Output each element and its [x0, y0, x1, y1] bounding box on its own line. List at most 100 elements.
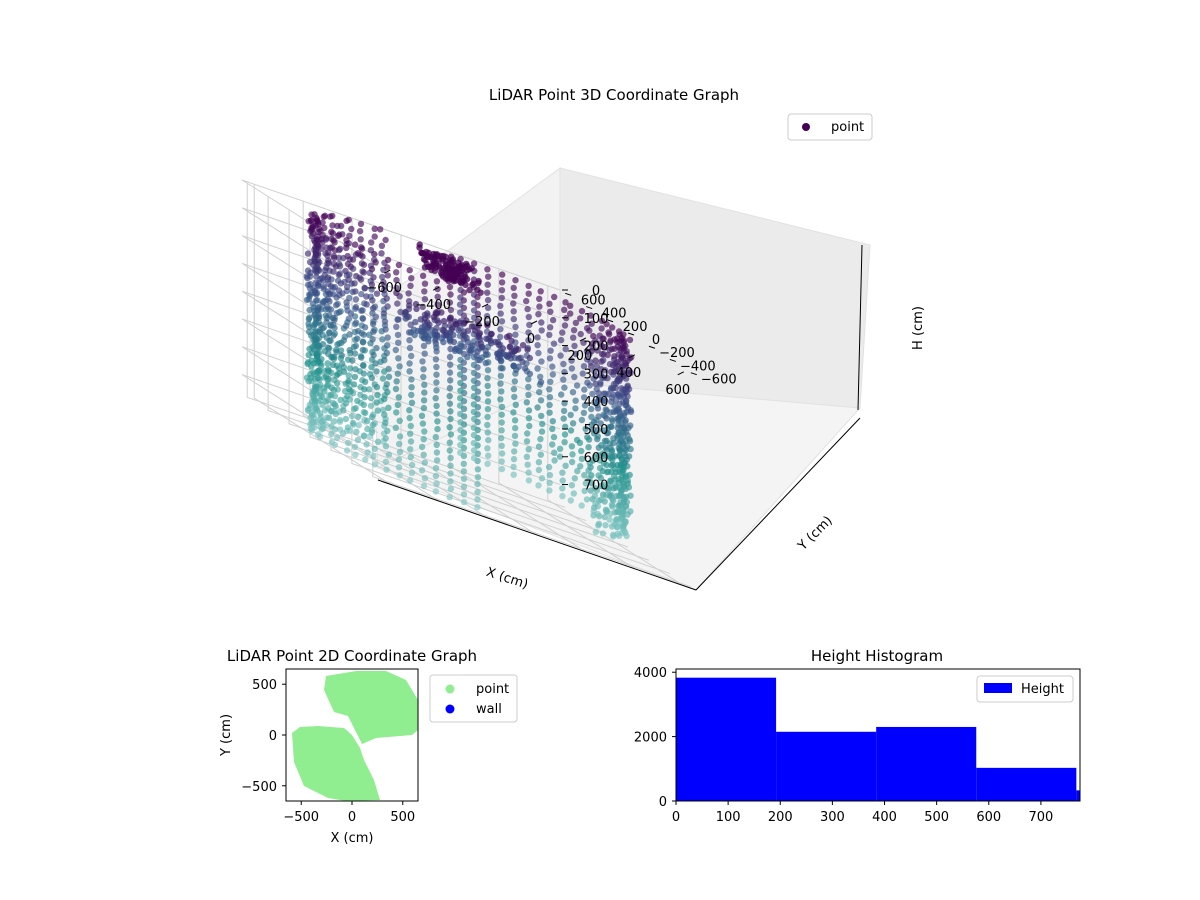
point-marker-3d — [567, 427, 575, 434]
point-marker-3d — [512, 277, 519, 284]
point-marker-3d — [333, 309, 340, 317]
point-marker-3d — [571, 373, 578, 381]
point-marker-3d — [596, 332, 603, 339]
point-marker-3d — [364, 425, 371, 433]
point-marker-3d — [384, 264, 391, 271]
point-marker-3d — [535, 349, 542, 357]
point-marker-3d — [577, 330, 584, 338]
point-marker-3d — [523, 297, 530, 305]
histogram-bar — [1076, 790, 1080, 801]
point-marker-3d — [457, 309, 464, 316]
point-marker-3d — [308, 217, 315, 224]
point-marker-3d — [607, 454, 614, 461]
point-marker-3d — [418, 412, 426, 419]
point-marker-3d — [344, 424, 352, 431]
point-marker-3d — [404, 313, 411, 320]
point-marker-3d — [599, 450, 607, 457]
point-marker-3d — [537, 451, 544, 458]
point-marker-3d — [525, 376, 532, 383]
point-marker-3d — [384, 427, 391, 435]
point-marker-3d — [593, 386, 600, 393]
point-marker-3d — [456, 402, 464, 409]
point-marker-3d — [609, 324, 616, 331]
point-marker-3d — [352, 405, 359, 412]
point-marker-3d — [346, 346, 353, 354]
histogram-ticks: 0 100 200 300 400 500 600 700 0 2000 4000 — [634, 666, 1053, 825]
point-marker-3d — [408, 399, 416, 406]
point-marker-3d — [328, 407, 335, 415]
point-marker-3d — [363, 418, 371, 425]
point-marker-3d — [598, 442, 605, 449]
point-marker-3d — [393, 284, 400, 292]
point-marker-3d — [585, 444, 592, 451]
point-marker-3d — [345, 276, 352, 283]
point-marker-3d — [346, 365, 354, 372]
point-marker-3d — [421, 459, 428, 466]
point-marker-3d — [546, 479, 553, 486]
point-marker-3d — [357, 220, 365, 228]
point-marker-3d — [515, 363, 522, 370]
x-tick-label-hist: 300 — [820, 810, 845, 825]
point-marker-3d — [347, 263, 354, 270]
legend-label-height: Height — [1021, 682, 1064, 697]
point-marker-3d — [334, 380, 341, 387]
point-marker-3d — [616, 502, 623, 509]
x-tick-label-hist: 600 — [976, 810, 1001, 825]
point-marker-3d — [534, 334, 541, 341]
point-marker-3d — [368, 265, 376, 273]
point-marker-3d — [483, 312, 491, 320]
point-marker-3d — [330, 355, 338, 363]
point-marker-3d — [547, 324, 554, 331]
point-marker-3d — [607, 409, 614, 416]
point-marker-3d — [625, 484, 633, 491]
point-marker-3d — [484, 460, 491, 467]
point-marker-3d — [471, 415, 478, 423]
point-marker-3d — [330, 361, 337, 368]
point-marker-3d — [549, 425, 556, 433]
point-marker-3d — [457, 426, 464, 434]
point-marker-3d — [570, 334, 577, 341]
point-marker-3d — [368, 281, 376, 288]
z-tick-label-3d: 100 — [584, 312, 609, 327]
point-marker-3d — [367, 394, 375, 402]
point-marker-3d — [597, 371, 604, 379]
point-marker-3d — [571, 342, 578, 350]
point-marker-3d — [340, 407, 347, 414]
point-marker-3d — [470, 369, 478, 377]
point-marker-3d — [315, 369, 323, 376]
point-marker-3d — [560, 360, 567, 368]
point-marker-3d — [525, 337, 532, 344]
point-marker-3d — [323, 264, 330, 271]
point-marker-3d — [622, 402, 629, 409]
point-marker-3d — [464, 327, 472, 334]
point-marker-3d — [617, 492, 624, 499]
point-marker-3d — [433, 402, 440, 410]
point-marker-3d — [314, 297, 321, 304]
point-marker-3d — [381, 318, 389, 325]
point-marker-3d — [320, 277, 327, 284]
point-marker-3d — [338, 352, 345, 359]
point-marker-3d — [621, 527, 628, 535]
point-marker-3d — [446, 447, 453, 454]
point-marker-3d — [372, 313, 380, 320]
point-marker-3d — [407, 422, 414, 430]
chart-3d: LiDAR Point 3D Coordinate Graph −600−400… — [241, 86, 926, 592]
point-marker-3d — [615, 421, 622, 428]
point-marker-3d — [413, 305, 420, 313]
point-marker-3d — [457, 395, 464, 402]
point-marker-3d — [466, 266, 473, 273]
point-marker-3d — [355, 327, 362, 335]
point-marker-3d — [562, 299, 569, 306]
point-marker-3d — [546, 355, 554, 362]
point-marker-3d — [406, 368, 413, 375]
point-marker-3d — [550, 433, 558, 441]
point-marker-3d — [446, 424, 453, 431]
point-marker-3d — [319, 232, 326, 239]
point-marker-3d — [383, 466, 390, 473]
point-marker-3d — [561, 306, 568, 313]
point-marker-3d — [355, 413, 362, 420]
point-marker-3d — [312, 290, 319, 297]
point-marker-3d — [306, 285, 314, 292]
point-marker-3d — [305, 315, 313, 323]
